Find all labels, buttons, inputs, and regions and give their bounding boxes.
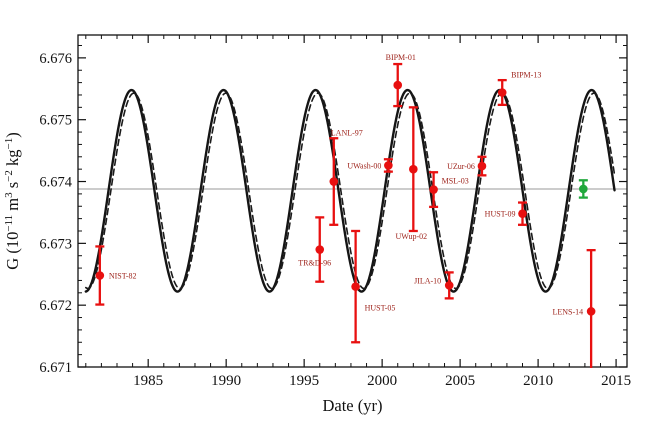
data-points: NIST-82 TR&D-96 LANL-97 HUST-05 UWash-00 BIPM… [95, 53, 596, 368]
point-label-MSL-03: MSL-03 [442, 177, 469, 186]
point-marker [409, 164, 418, 174]
x-tick-label-1985: 1985 [133, 373, 163, 389]
x-tick-label-2000: 2000 [367, 373, 397, 389]
y-axis-title: G (10−11 m3 s−2 kg−1) [3, 132, 22, 269]
point-marker [329, 177, 339, 186]
point-label-LANL-97: LANL-97 [331, 129, 363, 138]
point-marker [393, 80, 403, 90]
data-point-LENS-14: LENS-14 [552, 249, 596, 368]
point-marker [477, 161, 487, 171]
point-label-HUST-09: HUST-09 [485, 210, 516, 219]
data-point-UZur-06: UZur-06 [447, 155, 487, 177]
y-tick-label-6.675: 6.675 [39, 113, 72, 129]
point-label-NIST-82: NIST-82 [109, 271, 137, 280]
point-marker [444, 281, 454, 290]
point-label-UWash-00: UWash-00 [347, 161, 381, 170]
point-label-UZur-06: UZur-06 [447, 162, 475, 171]
y-tick-label-6.672: 6.672 [39, 298, 72, 314]
data-point-UWash-00: UWash-00 [347, 158, 393, 173]
lod-scaled-dashed [85, 92, 616, 290]
data-point-NIST-82: NIST-82 [95, 245, 137, 306]
point-label-HUST-05: HUST-05 [365, 304, 396, 313]
data-point-LANL-97: LANL-97 [329, 129, 363, 226]
data-point-UWup-02: UWup-02 [395, 106, 427, 241]
point-label-JILA-10: JILA-10 [414, 276, 441, 285]
data-point-HUST-05: HUST-05 [351, 229, 396, 344]
point-label-BIPM-13: BIPM-13 [511, 70, 541, 79]
data-point-TR-D-96: TR&D-96 [298, 216, 331, 283]
x-axis: 1985 1990 1995 2000 2005 2010 2015 [85, 35, 631, 389]
x-tick-label-1995: 1995 [289, 373, 319, 389]
y-tick-label-6.674: 6.674 [39, 175, 72, 191]
y-axis: 6.671 6.672 6.673 6.674 6.675 6.676 [39, 45, 627, 376]
y-tick-label-6.676: 6.676 [39, 51, 72, 67]
x-tick-label-1990: 1990 [211, 373, 241, 389]
point-label-LENS-14: LENS-14 [552, 307, 583, 316]
axis-titles: Date (yr) G (10−11 m3 s−2 kg−1) [3, 132, 383, 415]
point-marker [95, 271, 105, 280]
data-point-BIPM-01: BIPM-01 [386, 53, 416, 108]
point-marker [351, 282, 360, 291]
point-label-BIPM-01: BIPM-01 [386, 53, 416, 62]
plot-frame [77, 34, 628, 368]
point-marker [497, 88, 507, 97]
point-marker [429, 185, 438, 194]
y-tick-label-6.673: 6.673 [39, 236, 72, 252]
point-label-UWup-02: UWup-02 [395, 232, 427, 241]
sine-fit-solid [84, 88, 616, 293]
y-tick-label-6.671: 6.671 [39, 360, 72, 376]
point-marker [579, 184, 588, 194]
data-point-BIPM-13: BIPM-13 [497, 70, 541, 107]
point-label-TR-D-96: TR&D-96 [298, 259, 331, 268]
data-point-green-2013 [578, 179, 588, 199]
x-axis-title: Date (yr) [322, 396, 382, 415]
data-point-JILA-10: JILA-10 [414, 271, 454, 300]
data-point-HUST-09: HUST-09 [485, 201, 528, 226]
point-marker [384, 161, 393, 170]
x-tick-label-2010: 2010 [523, 373, 553, 389]
x-tick-label-2005: 2005 [445, 373, 475, 389]
point-marker [518, 209, 527, 218]
point-marker [586, 307, 596, 316]
point-marker [315, 245, 325, 254]
x-tick-label-2015: 2015 [601, 373, 631, 389]
data-point-MSL-03: MSL-03 [429, 171, 469, 209]
